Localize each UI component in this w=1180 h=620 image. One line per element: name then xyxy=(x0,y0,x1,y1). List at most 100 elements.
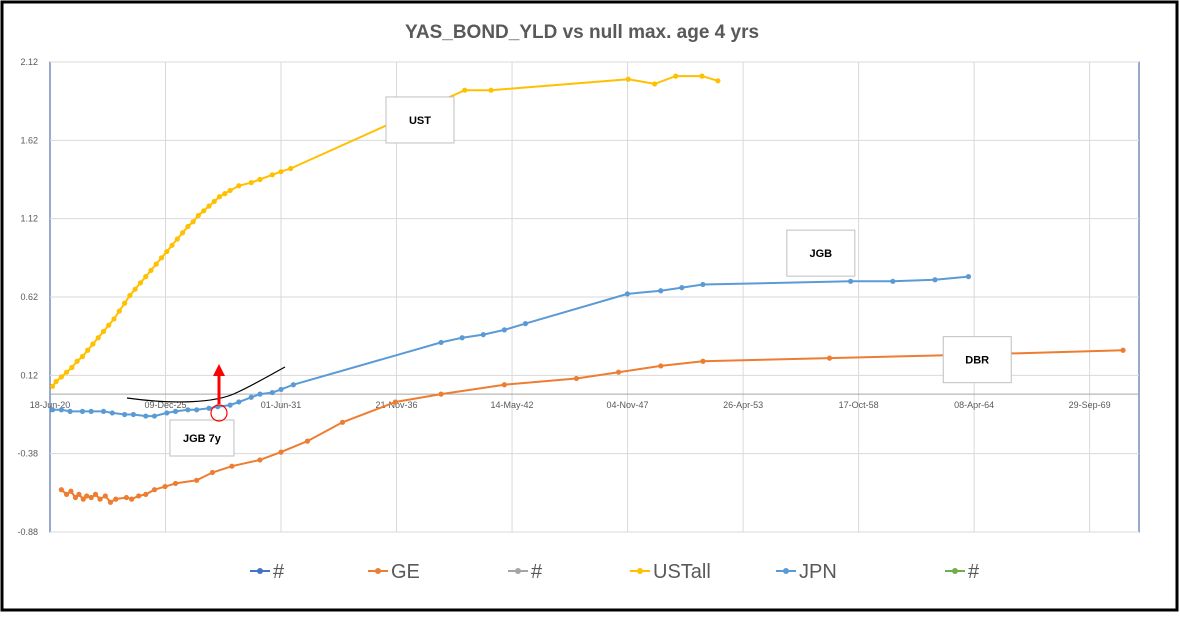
data-point xyxy=(826,355,833,361)
legend-item: # xyxy=(508,561,543,583)
data-point xyxy=(392,399,398,405)
data-point xyxy=(162,483,168,490)
data-point xyxy=(49,407,56,413)
data-point xyxy=(67,408,73,414)
data-point xyxy=(132,286,138,292)
data-point xyxy=(652,81,658,87)
y-tick-label: 0.12 xyxy=(20,370,38,380)
legend-label: JPN xyxy=(799,561,837,583)
data-point xyxy=(148,267,154,273)
data-point xyxy=(673,73,679,79)
y-tick-label: 1.12 xyxy=(20,214,38,224)
data-point xyxy=(68,488,74,494)
data-point xyxy=(143,413,149,419)
data-point xyxy=(227,187,233,194)
data-point xyxy=(123,494,130,501)
data-point xyxy=(172,480,179,487)
data-point xyxy=(107,499,114,505)
data-point xyxy=(216,194,223,200)
data-point xyxy=(58,407,64,413)
data-point xyxy=(122,411,128,418)
data-point xyxy=(174,236,180,242)
data-point xyxy=(88,494,94,501)
x-tick-label: 26-Apr-53 xyxy=(723,400,763,410)
data-point xyxy=(102,493,108,499)
y-tick-label: -0.88 xyxy=(17,527,38,537)
x-tick-label: 29-Sep-69 xyxy=(1069,400,1111,410)
data-point xyxy=(136,493,142,499)
data-point xyxy=(100,408,107,414)
data-point xyxy=(90,341,96,347)
data-point xyxy=(257,391,263,397)
data-point xyxy=(164,248,170,255)
data-point xyxy=(438,339,444,346)
data-point xyxy=(158,255,165,261)
data-point xyxy=(257,176,263,183)
data-point xyxy=(501,327,507,333)
data-point xyxy=(80,496,86,502)
data-point xyxy=(111,316,117,322)
annotation-box: JGB 7y xyxy=(169,419,235,457)
data-point xyxy=(488,87,494,93)
data-point xyxy=(248,394,254,400)
data-point xyxy=(658,363,664,369)
data-point xyxy=(211,198,217,205)
data-point xyxy=(462,87,468,93)
legend-item: USTall xyxy=(630,561,711,583)
data-point xyxy=(116,308,122,314)
data-point xyxy=(227,402,233,408)
data-point xyxy=(278,449,284,455)
data-point xyxy=(848,278,854,284)
legend: # GE # USTall JPN # xyxy=(250,561,980,583)
drawn-markup xyxy=(126,364,286,422)
legend-item: # xyxy=(250,561,285,583)
data-point xyxy=(194,477,200,483)
data-point xyxy=(129,496,135,502)
data-point xyxy=(278,169,284,175)
y-tick-label: 2.12 xyxy=(20,57,38,67)
data-point xyxy=(236,399,242,405)
data-point xyxy=(151,413,158,419)
data-point xyxy=(700,281,706,288)
legend-item: JPN xyxy=(776,561,837,583)
x-tick-label: 01-Jun-31 xyxy=(261,400,302,410)
annotation-box: DBR xyxy=(942,336,1012,384)
series-ustall xyxy=(49,73,721,389)
annotation-label: JGB xyxy=(810,248,833,260)
data-point xyxy=(122,300,128,306)
data-point xyxy=(890,278,896,284)
data-point xyxy=(76,491,82,497)
data-point xyxy=(58,374,64,380)
data-point xyxy=(206,405,212,411)
data-point xyxy=(143,274,149,280)
data-point xyxy=(700,358,706,364)
data-point xyxy=(236,183,242,189)
data-point xyxy=(106,322,112,328)
data-point xyxy=(63,369,70,375)
data-point xyxy=(58,487,64,493)
data-point xyxy=(164,410,170,416)
data-point xyxy=(95,335,101,341)
x-tick-label: 09-Dec-25 xyxy=(144,400,186,410)
data-point xyxy=(79,353,86,360)
data-point xyxy=(480,332,486,338)
data-point xyxy=(185,223,191,230)
data-point xyxy=(304,438,311,444)
data-point xyxy=(269,389,275,396)
data-point xyxy=(169,242,175,248)
data-point xyxy=(290,382,296,388)
data-point xyxy=(130,411,137,418)
data-point xyxy=(190,219,196,225)
data-point xyxy=(679,285,685,291)
data-point xyxy=(1120,347,1126,353)
data-point xyxy=(63,491,70,497)
data-point xyxy=(194,407,200,413)
data-point xyxy=(153,261,159,267)
data-point xyxy=(151,487,158,493)
data-point xyxy=(69,364,75,371)
x-tick-label: 21-Nov-36 xyxy=(376,400,418,410)
data-point xyxy=(206,203,212,209)
arrow-head xyxy=(213,364,225,376)
